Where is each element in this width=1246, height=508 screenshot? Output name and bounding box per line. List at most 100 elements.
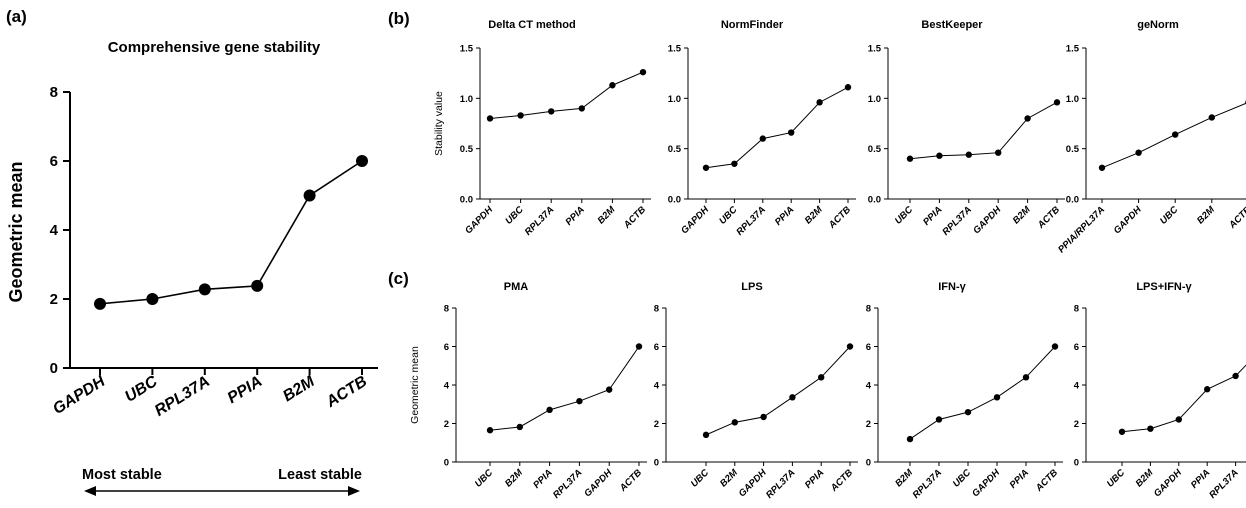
- data-point: [635, 343, 643, 350]
- data-point: [1118, 428, 1126, 435]
- category-label: RPL37A: [1207, 467, 1241, 501]
- series-line: [1121, 364, 1246, 433]
- category-label: ACTB: [1035, 204, 1062, 231]
- data-point: [198, 283, 211, 296]
- category-label: B2M: [893, 467, 916, 490]
- category-label: B2M: [280, 373, 318, 406]
- y-tick-label: 2: [654, 419, 659, 430]
- y-tick-label: 2: [1074, 419, 1079, 430]
- y-tick-label: 0: [654, 458, 659, 469]
- category-label: ACTB: [1242, 467, 1246, 494]
- y-tick-label: 8: [654, 304, 659, 315]
- category-label: RPL37A: [551, 467, 585, 501]
- data-point: [935, 416, 943, 423]
- chart-title: BestKeeper: [921, 19, 983, 31]
- chart-title: NormFinder: [721, 19, 784, 31]
- category-label: RPL37A: [940, 204, 974, 238]
- chart-c1: PMA Geometric mean 0 2 4 6 8 UBC B2M PPIARPL37AGA…: [409, 281, 647, 501]
- data-point: [964, 408, 972, 416]
- data-point: [578, 105, 585, 112]
- category-label: GAPDH: [1112, 204, 1145, 237]
- y-tick-label: 1.0: [1066, 94, 1079, 105]
- data-point: [486, 115, 494, 122]
- series-line: [909, 346, 1056, 440]
- category-label: B2M: [596, 204, 619, 227]
- y-tick-label: 1.5: [460, 44, 474, 55]
- category-label: UBC: [473, 467, 495, 489]
- category-label: GAPDH: [971, 204, 1004, 237]
- chart-a: Comprehensive gene stability Geometric me…: [6, 39, 378, 420]
- category-label: GAPDH: [50, 373, 108, 418]
- data-point: [731, 160, 738, 167]
- y-tick-label: 0.0: [868, 195, 881, 206]
- category-label: UBC: [122, 373, 161, 406]
- category-label: ACTB: [1226, 204, 1246, 231]
- category-label: GAPDH: [970, 467, 1003, 500]
- series-line: [489, 71, 644, 119]
- category-label: UBC: [893, 204, 915, 226]
- category-label: B2M: [503, 467, 526, 490]
- category-label: GAPDH: [582, 467, 615, 500]
- y-tick-label: 4: [866, 381, 872, 392]
- chart-b4: geNorm 0.0 0.5 1.0 1.5 PPIA/RPL37A GAPDH UBC B2M…: [1056, 19, 1246, 255]
- series-line: [705, 346, 851, 436]
- category-label: PPIA: [1189, 467, 1213, 491]
- data-point: [146, 293, 159, 305]
- category-label: GAPDH: [463, 204, 496, 237]
- y-axis-label: Geometric mean: [409, 346, 421, 424]
- y-tick-label: 8: [50, 84, 58, 101]
- category-label: RPL37A: [764, 467, 798, 501]
- y-axis-label: Geometric mean: [6, 161, 26, 302]
- data-point: [251, 279, 264, 292]
- y-tick-label: 4: [654, 381, 660, 392]
- category-label: GAPDH: [679, 204, 712, 237]
- y-tick-label: 6: [654, 342, 659, 353]
- data-point: [936, 152, 943, 159]
- category-label: UBC: [503, 204, 525, 226]
- data-point: [788, 129, 795, 136]
- data-point: [844, 84, 852, 91]
- y-tick-label: 2: [50, 291, 58, 308]
- data-point: [993, 394, 1001, 401]
- y-tick-label: 4: [50, 222, 59, 239]
- category-label: PPIA: [531, 467, 555, 491]
- data-point: [702, 431, 710, 439]
- category-label: RPL37A: [152, 373, 213, 420]
- category-label: ACTB: [617, 467, 644, 494]
- series-line: [705, 86, 849, 169]
- y-tick-label: 0: [1074, 458, 1079, 469]
- data-point: [906, 155, 914, 162]
- y-tick-label: 0.0: [1066, 195, 1079, 206]
- data-point: [516, 423, 523, 431]
- y-tick-label: 0.5: [460, 144, 474, 155]
- stability-arrow: [84, 486, 360, 496]
- category-label: ACTB: [826, 204, 853, 231]
- data-point: [759, 135, 766, 142]
- y-tick-label: 2: [444, 419, 449, 430]
- data-point: [731, 419, 738, 426]
- chart-title: Comprehensive gene stability: [108, 39, 321, 56]
- series-line: [489, 346, 640, 431]
- category-label: RPL37A: [523, 204, 557, 238]
- most-stable-label: Most stable: [82, 467, 162, 483]
- y-tick-label: 8: [444, 304, 449, 315]
- data-point: [846, 343, 854, 350]
- y-tick-label: 1.0: [460, 94, 473, 105]
- data-point: [1172, 131, 1179, 138]
- data-point: [303, 189, 316, 202]
- y-tick-label: 0: [50, 360, 58, 377]
- category-label: ACTB: [828, 467, 855, 494]
- category-label: PPIA: [921, 204, 945, 228]
- data-point: [1204, 386, 1211, 393]
- chart-title: Delta CT method: [488, 19, 575, 31]
- panel-label-a: (a): [6, 7, 27, 26]
- chart-title: PMA: [504, 281, 529, 293]
- data-point: [702, 164, 710, 171]
- y-tick-label: 6: [1074, 342, 1079, 353]
- data-point: [818, 374, 825, 381]
- y-axis-label: Stability value: [433, 91, 445, 156]
